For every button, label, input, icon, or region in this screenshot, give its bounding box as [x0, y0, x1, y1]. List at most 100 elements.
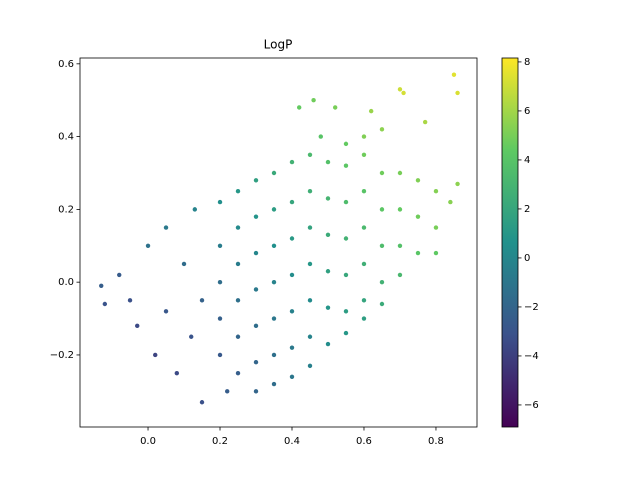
colorbar-tick-label: 4	[524, 155, 530, 166]
y-tick-label: 0.4	[58, 132, 74, 143]
scatter-point	[343, 236, 349, 241]
scatter-point	[415, 178, 421, 183]
x-tick-label: 0.4	[284, 436, 300, 447]
scatter-point	[271, 243, 277, 248]
scatter-point	[307, 261, 313, 267]
scatter-point	[289, 236, 295, 241]
scatter-point	[325, 269, 331, 274]
scatter-point	[307, 225, 313, 230]
scatter-point	[271, 207, 277, 212]
scatter-point	[253, 360, 259, 365]
y-tick-label: 0.6	[58, 59, 74, 70]
scatter-point	[401, 90, 406, 96]
scatter-point	[253, 287, 259, 292]
scatter-point	[343, 141, 349, 147]
scatter-point	[361, 188, 367, 194]
scatter-point	[343, 199, 349, 205]
scatter-point	[318, 134, 323, 139]
scatter-point	[289, 345, 295, 350]
scatter-point	[361, 225, 367, 230]
colorbar-tick-label: 2	[524, 204, 530, 215]
scatter-point	[455, 181, 460, 187]
scatter-point	[271, 170, 277, 176]
scatter-point	[325, 232, 331, 238]
scatter-point	[343, 330, 349, 336]
scatter-point	[163, 225, 169, 230]
x-tick-label: 0.8	[428, 436, 444, 447]
scatter-point	[235, 261, 241, 267]
scatter-point	[253, 250, 259, 256]
scatter-point	[455, 90, 460, 96]
scatter-point	[127, 298, 133, 303]
scatter-point	[448, 199, 453, 205]
scatter-point	[199, 400, 205, 405]
x-tick-label: 0.6	[356, 436, 372, 447]
scatter-point	[271, 381, 277, 387]
scatter-point	[217, 199, 223, 205]
scatter-point	[135, 323, 140, 329]
colorbar-tick-label: −6	[524, 400, 539, 411]
scatter-point	[271, 316, 277, 321]
scatter-point	[217, 243, 223, 248]
colorbar-tick-label: −2	[524, 302, 539, 313]
plot-frame	[79, 57, 478, 428]
scatter-point	[307, 363, 313, 369]
scatter-point	[433, 188, 439, 194]
scatter-point	[235, 370, 241, 376]
scatter-point	[189, 334, 194, 339]
scatter-point	[217, 316, 223, 321]
scatter-point	[379, 170, 385, 176]
scatter-point	[361, 261, 367, 267]
scatter-point	[153, 352, 158, 358]
scatter-point	[217, 279, 223, 285]
scatter-point	[415, 250, 421, 256]
scatter-point	[307, 152, 313, 157]
scatter-point	[253, 214, 259, 219]
scatter-point	[99, 283, 104, 289]
scatter-point	[379, 279, 385, 285]
scatter-point	[397, 87, 403, 92]
scatter-point	[361, 298, 367, 303]
scatter-point	[289, 199, 295, 205]
scatter-point	[296, 105, 302, 110]
scatter-point	[307, 334, 313, 339]
chart-title: LogP	[264, 38, 293, 52]
scatter-point	[311, 98, 316, 103]
scatter-point	[368, 108, 374, 114]
scatter-point	[343, 309, 349, 314]
colorbar-tick-label: 8	[524, 57, 530, 68]
scatter-point	[325, 159, 331, 165]
y-tick-label: 0.2	[58, 204, 74, 215]
scatter-point	[325, 196, 331, 201]
scatter-point	[433, 250, 439, 256]
scatter-point	[451, 72, 457, 77]
scatter-point	[332, 105, 338, 110]
colorbar	[501, 57, 519, 428]
scatter-point	[181, 261, 187, 267]
scatter-point	[343, 163, 349, 168]
scatter-point	[102, 301, 108, 307]
scatter-point	[397, 207, 403, 212]
scatter-point	[117, 272, 122, 278]
scatter-point	[271, 352, 277, 358]
scatter-point	[397, 170, 403, 176]
scatter-point	[235, 225, 241, 230]
scatter-point	[289, 272, 295, 278]
scatter-point	[379, 301, 385, 307]
scatter-point	[422, 119, 428, 125]
scatter-point	[379, 243, 385, 248]
scatter-point	[174, 370, 180, 376]
scatter-point	[253, 323, 259, 329]
scatter-point	[217, 352, 223, 358]
scatter-point	[343, 272, 349, 278]
scatter-point	[397, 243, 403, 248]
scatter-point	[192, 207, 198, 212]
scatter-point	[271, 279, 277, 285]
scatter-point	[163, 309, 169, 314]
scatter-point	[361, 134, 367, 139]
scatter-point	[235, 334, 241, 339]
scatter-point	[325, 305, 331, 310]
scatter-point	[289, 159, 295, 165]
scatter-point	[361, 152, 367, 157]
scatter-point	[379, 127, 385, 132]
